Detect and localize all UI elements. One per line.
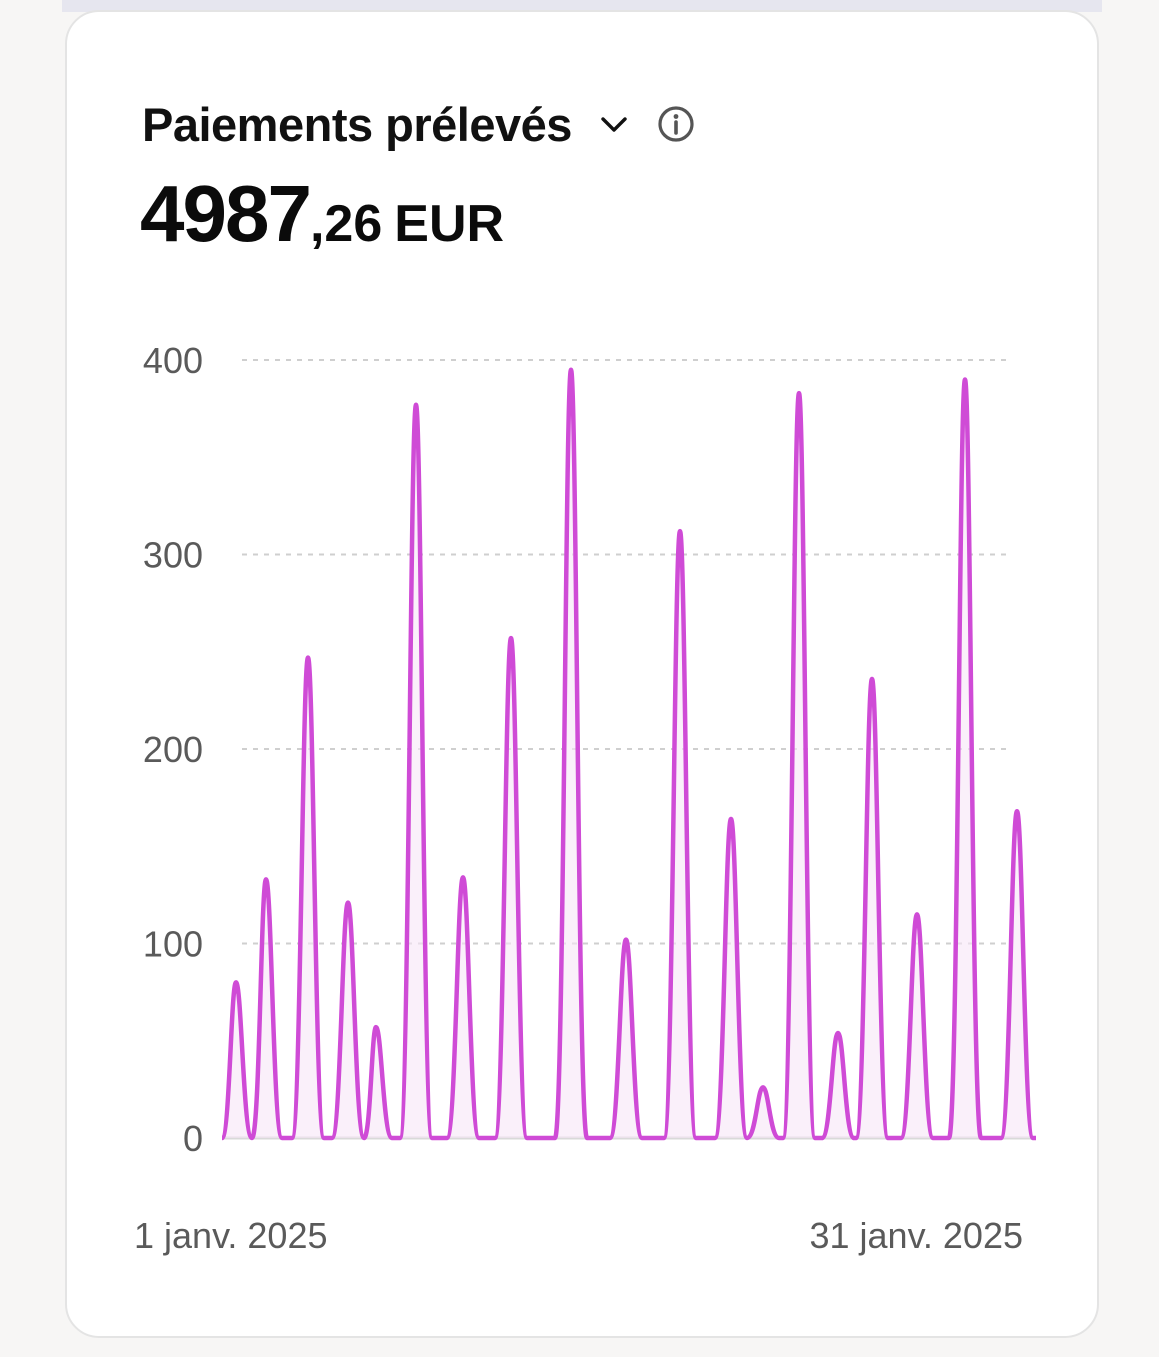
info-icon [658, 106, 694, 142]
amount-currency: EUR [394, 195, 505, 253]
top-strip [62, 0, 1102, 12]
info-button[interactable] [654, 102, 698, 146]
total-amount: 4987,26 EUR [140, 168, 504, 260]
amount-integer: 4987 [140, 169, 312, 258]
payments-card: Paiements prélevés 4987,26 EUR [65, 10, 1099, 1338]
amount-decimal: ,26 [309, 195, 383, 253]
chevron-down-icon [601, 117, 627, 132]
metric-dropdown-button[interactable] [592, 102, 636, 146]
card-title: Paiements prélevés [142, 97, 572, 151]
card-header: Paiements prélevés [142, 92, 698, 156]
